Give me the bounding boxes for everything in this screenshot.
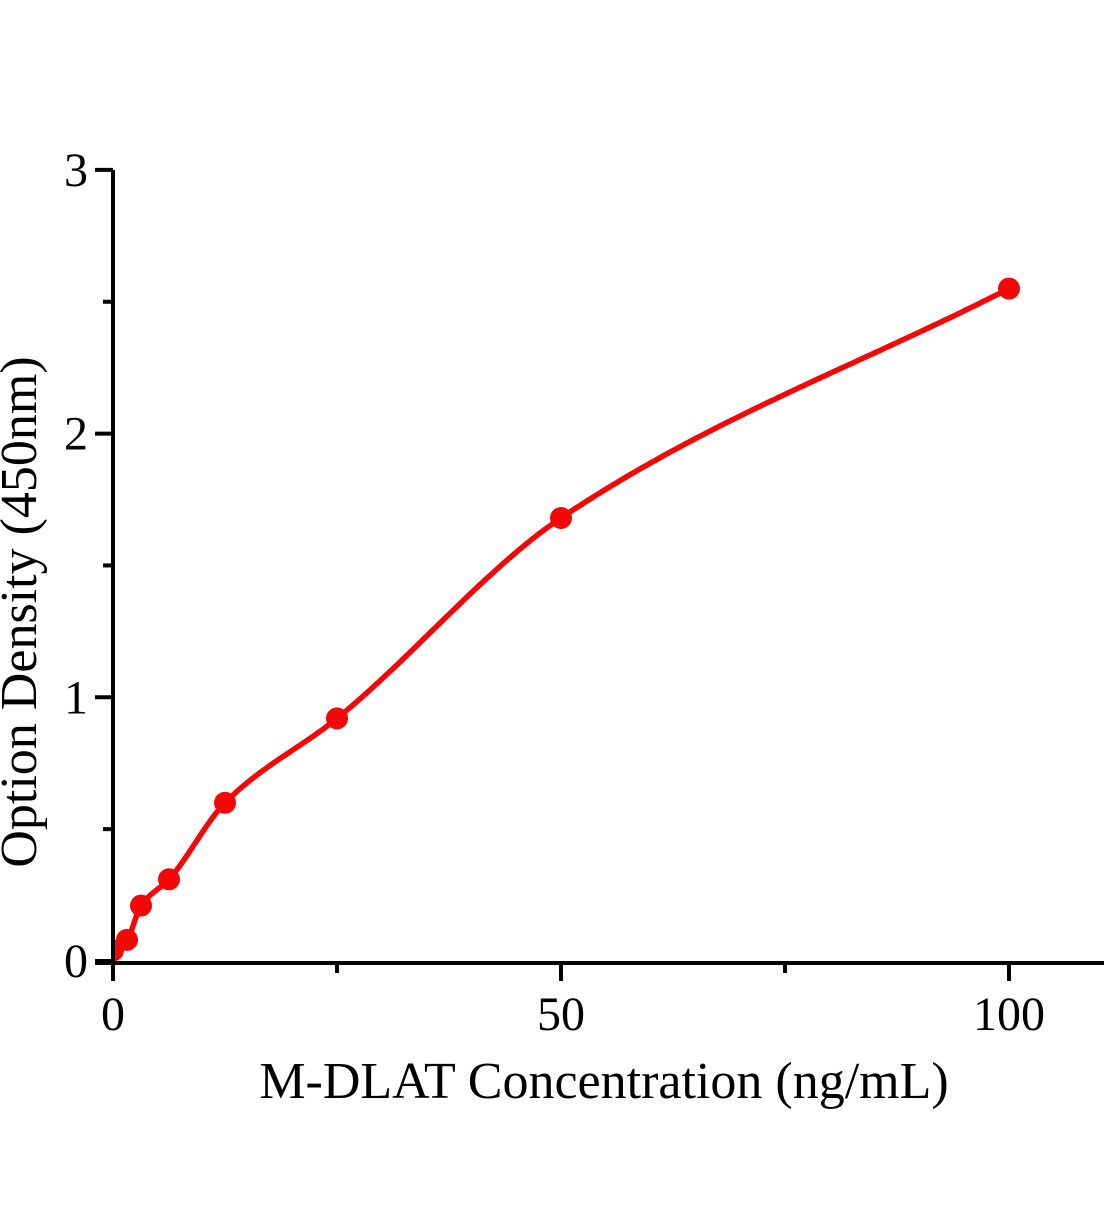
y-tick-label: 3	[64, 144, 88, 197]
x-tick-label: 100	[973, 988, 1045, 1041]
fitted-curve	[113, 285, 1012, 954]
data-point	[214, 791, 236, 814]
data-point	[326, 707, 348, 730]
y-axis-title: Option Density (450nm)	[0, 356, 48, 867]
y-tick-label: 1	[64, 671, 88, 724]
y-tick-label: 0	[64, 935, 88, 988]
data-point	[998, 277, 1020, 300]
y-tick-label: 2	[64, 408, 88, 461]
data-point	[158, 868, 180, 891]
plot-area	[113, 277, 1020, 962]
x-tick-label: 50	[537, 988, 585, 1041]
data-point	[116, 928, 138, 951]
x-tick-label: 0	[101, 988, 125, 1041]
axes	[95, 167, 1104, 981]
data-point	[130, 894, 152, 917]
x-axis-title: M-DLAT Concentration (ng/mL)	[259, 1053, 948, 1110]
data-point	[550, 507, 572, 529]
